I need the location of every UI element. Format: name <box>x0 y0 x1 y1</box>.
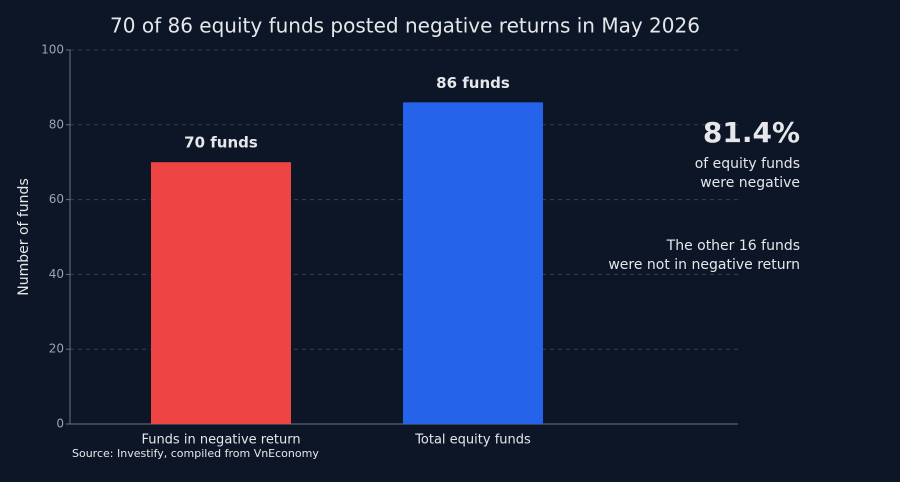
y-tick-label: 40 <box>49 267 64 281</box>
y-tick-label: 100 <box>41 43 64 57</box>
y-tick-label: 80 <box>49 117 64 131</box>
y-tick-label: 60 <box>49 192 64 206</box>
y-tick-label: 0 <box>56 417 64 431</box>
chart-title: 70 of 86 equity funds posted negative re… <box>110 14 700 38</box>
y-tick-label: 20 <box>49 342 64 356</box>
x-tick-label: Total equity funds <box>414 433 531 448</box>
annotation: were negative <box>700 175 800 191</box>
annotation: were not in negative return <box>608 257 800 273</box>
y-axis-label: Number of funds <box>16 178 32 296</box>
value-label: 70 funds <box>184 134 258 152</box>
bar <box>151 162 291 424</box>
annotation: of equity funds <box>695 156 800 172</box>
value-label: 86 funds <box>436 74 510 92</box>
annotation: 81.4% <box>703 116 800 149</box>
source: Source: Investify, compiled from VnEcono… <box>72 447 319 460</box>
bar <box>403 102 543 425</box>
annotation: The other 16 funds <box>666 238 800 254</box>
x-tick-label: Funds in negative return <box>141 433 300 448</box>
